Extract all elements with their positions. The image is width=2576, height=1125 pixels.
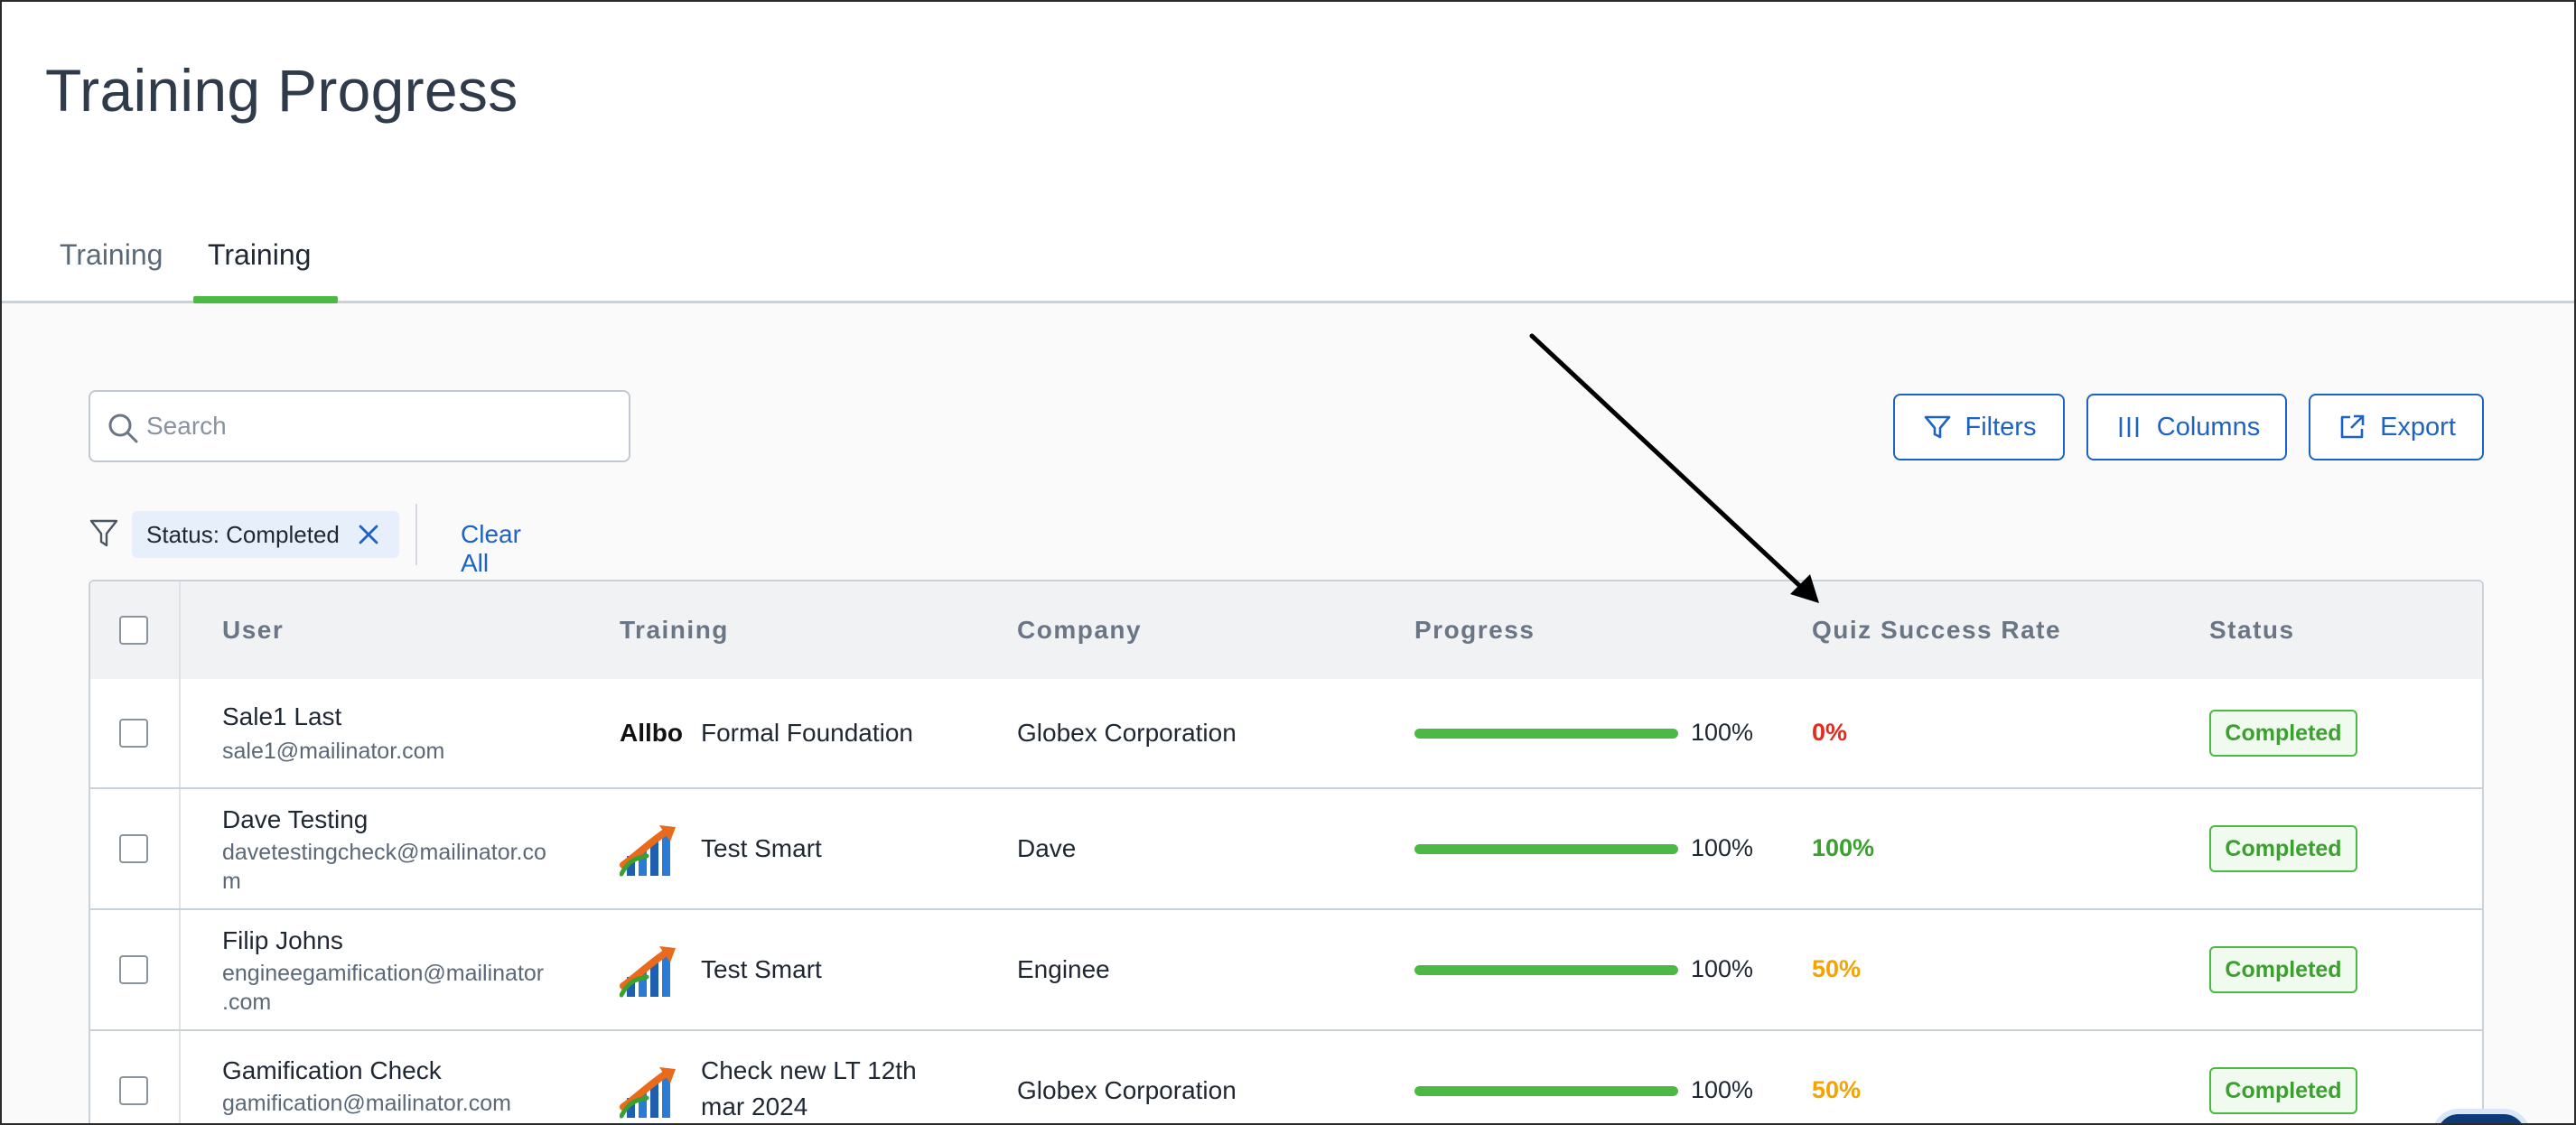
row-checkbox[interactable]	[119, 719, 148, 748]
progress-bar	[1414, 844, 1678, 854]
progress-percent: 100%	[1691, 1076, 1754, 1103]
company-name: Enginee	[1017, 955, 1110, 983]
quiz-success-rate: 100%	[1812, 834, 1875, 861]
user-name: Dave Testing	[222, 805, 369, 833]
status-badge: Completed	[2209, 946, 2357, 993]
user-email: engineegamification@mailinator .com	[222, 959, 565, 1017]
progress-bar-fill	[1414, 1086, 1678, 1096]
user-email-line: .com	[222, 990, 272, 1015]
progress-bar-fill	[1414, 844, 1678, 854]
status-badge: Completed	[2209, 1067, 2357, 1114]
row-checkbox[interactable]	[119, 834, 148, 863]
quiz-success-rate: 50%	[1812, 955, 1862, 982]
progress-bar	[1414, 729, 1678, 739]
status-badge: Completed	[2209, 825, 2357, 872]
filters-button[interactable]: Filters	[1893, 394, 2065, 460]
tab-training[interactable]: Training	[60, 238, 163, 271]
select-all-checkbox[interactable]	[119, 616, 148, 645]
close-icon[interactable]	[356, 522, 381, 547]
training-name: Check new LT 12th mar 2024	[701, 1053, 917, 1123]
filters-button-label: Filters	[1965, 412, 2037, 442]
progress-bar	[1414, 965, 1678, 975]
row-checkbox[interactable]	[119, 955, 148, 984]
training-name: Formal Foundation	[701, 719, 914, 747]
training-name: Test Smart	[701, 955, 822, 983]
columns-button-label: Columns	[2156, 412, 2261, 442]
column-header-user[interactable]: User	[222, 616, 285, 644]
user-email: davetestingcheck@mailinator.co m	[222, 838, 565, 896]
status-badge: Completed	[2209, 710, 2357, 757]
clear-all-link[interactable]: Clear All	[461, 520, 521, 577]
filter-divider	[415, 504, 417, 565]
user-email-line: davetestingcheck@mailinator.co	[222, 840, 546, 865]
export-icon	[2340, 414, 2365, 439]
table-row[interactable]: Dave Testing davetestingcheck@mailinator…	[90, 789, 2482, 910]
progress-percent: 100%	[1691, 955, 1754, 982]
columns-button[interactable]: Columns	[2086, 394, 2287, 460]
progress-percent: 100%	[1691, 719, 1754, 746]
table-header: User Training Company Progress Quiz Succ…	[90, 581, 2482, 679]
export-button[interactable]: Export	[2309, 394, 2484, 460]
training-name-line: Check new LT 12th	[701, 1056, 917, 1084]
search-box	[89, 390, 630, 462]
quiz-success-rate: 0%	[1812, 719, 1848, 746]
progress-bar-fill	[1414, 965, 1678, 975]
growth-chart-icon	[620, 1062, 679, 1121]
table-row[interactable]: Filip Johns engineegamification@mailinat…	[90, 910, 2482, 1031]
company-name: Globex Corporation	[1017, 719, 1237, 747]
user-email-line: engineegamification@mailinator	[222, 961, 545, 986]
filter-icon	[1924, 415, 1950, 439]
user-name: Sale1 Last	[222, 702, 342, 730]
column-header-quiz-success-rate[interactable]: Quiz Success Rate	[1812, 616, 2062, 644]
company-name: Globex Corporation	[1017, 1076, 1237, 1104]
user-email: gamification@mailinator.com	[222, 1091, 511, 1116]
search-icon	[108, 414, 138, 443]
allbo-logo: Allbo	[620, 719, 683, 747]
status-filter-chip: Status: Completed	[132, 511, 399, 558]
training-name: Test Smart	[701, 834, 822, 862]
chat-launcher-button[interactable]	[2431, 1109, 2531, 1123]
columns-icon	[2119, 417, 2139, 437]
training-progress-table: User Training Company Progress Quiz Succ…	[89, 580, 2484, 1123]
growth-chart-icon	[620, 820, 679, 879]
user-name: Gamification Check	[222, 1056, 442, 1084]
column-header-progress[interactable]: Progress	[1414, 616, 1535, 644]
page-header: Training Progress Training Training Prog…	[2, 2, 2574, 325]
column-header-training[interactable]: Training	[620, 616, 729, 644]
page-title: Training Progress	[45, 57, 518, 124]
checkbox-column-divider	[179, 581, 181, 1123]
quiz-success-rate: 50%	[1812, 1076, 1862, 1103]
progress-bar	[1414, 1086, 1678, 1096]
tab-training-progress[interactable]: Training Progress	[193, 228, 339, 325]
table-row[interactable]: Gamification Check gamification@mailinat…	[90, 1031, 2482, 1123]
progress-percent: 100%	[1691, 834, 1754, 861]
training-name-line: mar 2024	[701, 1092, 808, 1120]
user-email: sale1@mailinator.com	[222, 739, 445, 764]
export-button-label: Export	[2380, 412, 2456, 442]
column-header-status[interactable]: Status	[2209, 616, 2295, 644]
progress-bar-fill	[1414, 729, 1678, 739]
company-name: Dave	[1017, 834, 1077, 862]
filter-icon	[89, 519, 118, 547]
growth-chart-icon	[620, 941, 679, 1000]
search-input[interactable]	[146, 392, 616, 460]
user-name: Filip Johns	[222, 926, 343, 954]
table-row[interactable]: Sale1 Last sale1@mailinator.com Allbo Fo…	[90, 679, 2482, 789]
main-content: Filters Columns Export Status: Comple	[2, 303, 2574, 1123]
column-header-company[interactable]: Company	[1017, 616, 1143, 644]
filter-chip-label: Status: Completed	[146, 520, 340, 548]
user-email-line: m	[222, 869, 241, 894]
row-checkbox[interactable]	[119, 1076, 148, 1105]
